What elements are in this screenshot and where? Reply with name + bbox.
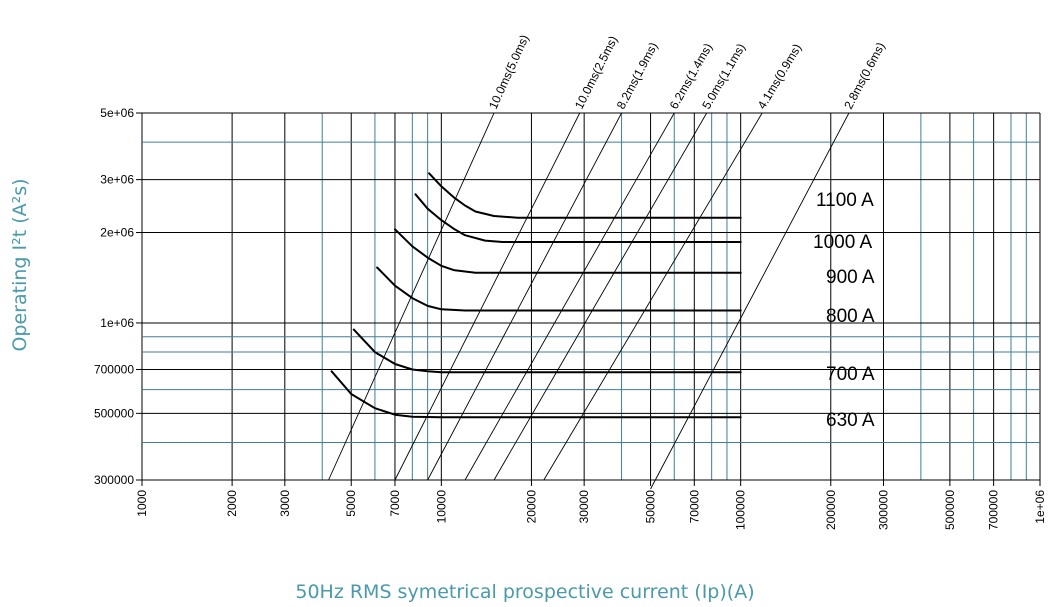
i2t-curve — [428, 172, 742, 219]
x-tick-label: 300000 — [876, 490, 890, 530]
series-label: 630 A — [826, 410, 875, 431]
i2t-curve — [376, 266, 742, 312]
x-tick-label: 20000 — [524, 490, 538, 524]
clearing-time-label: 10.0ms(2.5ms) — [572, 34, 620, 112]
series-label: 900 A — [826, 267, 875, 288]
y-tick-label: 300000 — [94, 473, 134, 487]
y-tick-label: 3e+06 — [100, 173, 134, 187]
i2t-curve — [394, 228, 742, 274]
y-tick-label: 2e+06 — [100, 226, 134, 240]
clearing-time-label: 10.0ms(5.0ms) — [486, 33, 532, 112]
y-tick-label: 700000 — [94, 362, 134, 376]
clearing-time-line — [464, 112, 675, 481]
x-tick-label: 700000 — [987, 490, 1001, 530]
y-tick-label: 500000 — [94, 406, 134, 420]
x-tick-label: 50000 — [644, 490, 658, 524]
clearing-time-line — [543, 112, 763, 481]
x-tick-label: 70000 — [687, 490, 701, 524]
x-tick-label: 500000 — [943, 490, 957, 530]
y-tick-label: 1e+06 — [100, 316, 134, 330]
series-labels: 1100 A 1000 A 900 A 800 A 700 A 630 A — [813, 190, 875, 431]
y-tick-labels: 300000 500000 700000 1e+06 2e+06 3e+06 5e+06 — [94, 106, 134, 487]
clearing-time-label: 4.1ms(0.9ms) — [755, 41, 805, 111]
x-tick-label: 100000 — [734, 490, 748, 530]
i2t-curve — [330, 370, 742, 419]
x-axis-title: 50Hz RMS symetrical prospective current … — [295, 581, 754, 603]
clearing-time-line — [650, 112, 850, 490]
series-label: 1000 A — [813, 232, 872, 253]
x-tick-label: 3000 — [278, 490, 292, 517]
x-tick-label: 5000 — [344, 490, 358, 517]
i2t-curve — [352, 328, 742, 374]
x-tick-label: 2000 — [225, 490, 239, 517]
clearing-time-line — [493, 112, 708, 481]
x-tick-label: 30000 — [577, 490, 591, 524]
clearing-time-label: 8.2ms(1.9ms) — [614, 40, 661, 111]
y-axis-title: Operating I²t (A²s) — [9, 178, 31, 351]
i2t-curve — [414, 193, 742, 243]
x-tick-label: 200000 — [824, 490, 838, 530]
x-tick-label: 1e+06 — [1033, 490, 1047, 524]
series-label: 1100 A — [816, 190, 874, 211]
x-tick-label: 1000 — [135, 490, 149, 517]
x-tick-label: 7000 — [388, 490, 402, 517]
series-label: 800 A — [826, 306, 875, 327]
x-tick-labels: 1000 2000 3000 5000 7000 10000 20000 30000 50000… — [135, 490, 1047, 530]
grid — [136, 112, 1041, 486]
clearing-time-line — [427, 112, 622, 481]
series-label: 700 A — [826, 364, 875, 385]
y-tick-label: 5e+06 — [100, 106, 134, 120]
i2t-curves — [330, 172, 742, 419]
clearing-time-label: 2.8ms(0.6ms) — [841, 40, 888, 111]
x-tick-label: 10000 — [434, 490, 448, 524]
clearing-time-line — [394, 112, 581, 481]
